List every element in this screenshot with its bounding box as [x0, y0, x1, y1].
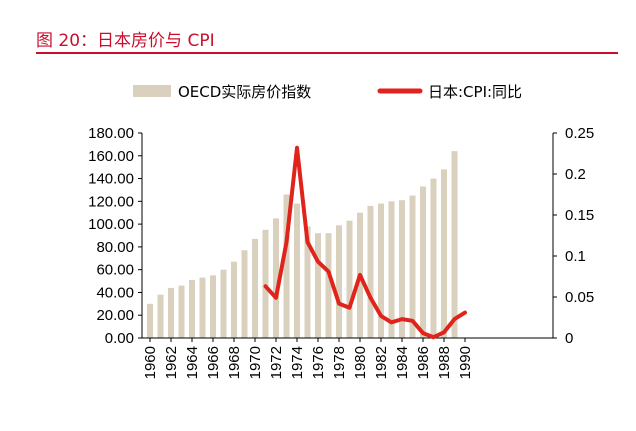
left-tick-label: 40.00	[96, 284, 134, 301]
bar-1966	[210, 275, 216, 338]
x-tick-label: 1980	[352, 346, 369, 379]
bar-series	[147, 151, 458, 339]
bar-1978	[336, 225, 342, 339]
x-tick-label: 1984	[394, 346, 411, 379]
right-tick-label: 0.25	[565, 125, 594, 142]
bar-1961	[157, 294, 164, 338]
bar-1962	[168, 287, 174, 338]
line-series	[263, 145, 467, 340]
left-tick-label: 120.00	[88, 193, 134, 210]
legend-label-line: 日本:CPI:同比	[428, 83, 522, 101]
left-tick-label: 20.00	[96, 307, 134, 324]
bar-1968	[231, 261, 237, 338]
bar-1964	[189, 279, 195, 338]
x-tick-label: 1966	[205, 346, 222, 379]
left-tick-label: 100.00	[88, 216, 134, 233]
right-tick-label: 0.05	[565, 289, 594, 306]
left-tick-label: 160.00	[88, 148, 134, 165]
bar-1977	[325, 233, 332, 338]
bar-1981	[367, 205, 374, 338]
bar-1988	[441, 169, 447, 338]
legend: OECD实际房价指数 日本:CPI:同比	[133, 83, 522, 101]
right-tick-label: 0.2	[565, 166, 586, 183]
bar-1986	[420, 186, 426, 338]
bar-1982	[378, 203, 384, 338]
x-tick-label: 1990	[457, 346, 474, 379]
bar-1976	[315, 233, 321, 338]
x-tick-label: 1978	[331, 346, 348, 379]
bar-1971	[262, 229, 269, 338]
bar-1972	[273, 218, 279, 338]
x-tick-label: 1988	[436, 346, 453, 379]
right-tick-label: 0.15	[565, 207, 594, 224]
bar-1973	[283, 194, 290, 338]
right-tick-label: 0.1	[565, 248, 586, 265]
bar-1969	[241, 250, 248, 338]
x-tick-label: 1964	[184, 346, 201, 379]
x-tick-label: 1986	[415, 346, 432, 379]
bar-1967	[220, 269, 227, 338]
figure-title-text: 日本房价与 CPI	[97, 31, 215, 51]
bar-1975	[304, 226, 311, 338]
bar-1983	[388, 201, 395, 338]
bar-1987	[430, 178, 437, 338]
figure-title: 图 20：日本房价与 CPI	[36, 26, 616, 51]
legend-label-bar: OECD实际房价指数	[178, 83, 311, 101]
bar-1985	[409, 195, 416, 338]
left-tick-label: 0.00	[105, 330, 134, 347]
legend-swatch-bar	[133, 85, 171, 97]
bar-1963	[178, 285, 185, 338]
bar-1970	[252, 238, 258, 338]
x-tick-label: 1960	[142, 346, 159, 379]
left-tick-label: 80.00	[96, 239, 134, 256]
x-tick-label: 1974	[289, 346, 306, 379]
x-tick-label: 1962	[163, 346, 180, 379]
x-tick-label: 1982	[373, 346, 390, 379]
x-tick-label: 1968	[226, 346, 243, 379]
cpi-line	[263, 145, 467, 340]
axes: 0.00 20.00 40.00 60.00 80.00 100.00 120.00 140.…	[88, 125, 594, 379]
bar-1960	[147, 303, 153, 338]
bar-1984	[399, 200, 405, 338]
bar-1965	[199, 277, 206, 338]
left-tick-label: 60.00	[96, 262, 134, 279]
title-underline	[36, 52, 618, 54]
bar-1989	[451, 151, 458, 338]
x-tick-label: 1976	[310, 346, 327, 379]
figure-number: 图 20：	[36, 31, 98, 51]
x-tick-label: 1972	[268, 346, 285, 379]
x-tick-label: 1970	[247, 346, 264, 379]
left-tick-label: 140.00	[88, 171, 134, 188]
right-tick-label: 0	[565, 330, 573, 347]
bar-1979	[346, 220, 353, 338]
bar-1974	[294, 203, 300, 338]
left-tick-label: 180.00	[88, 125, 134, 142]
